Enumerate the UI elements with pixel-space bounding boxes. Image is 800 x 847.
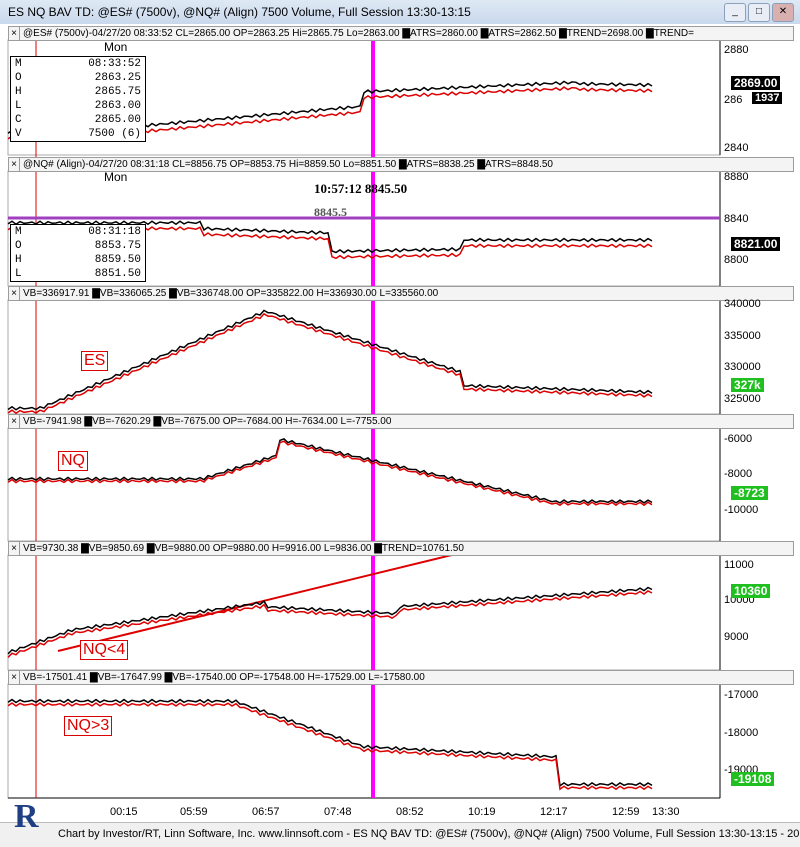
x-axis-label: 10:19 <box>468 806 496 818</box>
axis-label: -18000 <box>724 727 759 739</box>
x-axis-label: 06:57 <box>252 806 280 818</box>
axis-label: -6000 <box>724 433 753 445</box>
last-value-box: -8723 <box>731 486 768 500</box>
axis-label: 11000 <box>724 559 754 571</box>
axis-label: 2840 <box>724 142 749 154</box>
x-axis-label: 12:59 <box>612 806 640 818</box>
pane-frame <box>7 427 721 542</box>
pane-header-text: VB=-7941.98 ▇VB=-7620.29 ▇VB=-7675.00 OP… <box>23 416 392 427</box>
x-axis-label: 08:52 <box>396 806 424 818</box>
axis-label: 340000 <box>724 298 761 310</box>
crosshair-readout: 10:57:12 8845.50 <box>314 181 408 196</box>
last-price-box: 8821.00 <box>731 237 781 251</box>
nq-gt3-label: NQ>3 <box>64 716 113 736</box>
es-label: ES <box>81 351 109 371</box>
pane-header-vb4[interactable]: × VB=-17501.41 ▇VB=-17647.99 ▇VB=-17540.0… <box>8 670 794 685</box>
day-label: Mon <box>104 40 128 54</box>
pane-header-text: VB=-17501.41 ▇VB=-17647.99 ▇VB=-17540.00… <box>23 672 425 683</box>
axis-label: 8800 <box>724 254 749 266</box>
nq-label: NQ <box>58 451 88 471</box>
status-bar: Chart by Investor/RT, Linn Software, Inc… <box>0 822 800 847</box>
x-axis-label: 12:17 <box>540 806 568 818</box>
last-price-box: 2869.00 <box>731 76 781 90</box>
nq-lt4-label: NQ<4 <box>80 640 129 660</box>
axis-label: 9000 <box>724 631 749 643</box>
pane-header-text: @ES# (7500v)-04/27/20 08:33:52 CL=2865.0… <box>23 28 694 39</box>
close-pane-icon[interactable]: × <box>9 27 20 40</box>
vb1-line <box>7 309 653 411</box>
pane-frame <box>7 299 721 415</box>
axis-label: 335000 <box>724 330 761 342</box>
axis-label: -17000 <box>724 689 759 701</box>
vb4-line <box>7 698 653 788</box>
volume-box: 1937 <box>752 92 783 104</box>
close-pane-icon[interactable]: × <box>9 287 20 300</box>
pane-header-es[interactable]: × @ES# (7500v)-04/27/20 08:33:52 CL=2865.… <box>8 26 794 41</box>
x-axis-label: 00:15 <box>110 806 138 818</box>
axis-label: 8840 <box>724 213 749 225</box>
close-pane-icon[interactable]: × <box>9 671 20 684</box>
axis-label: -10000 <box>724 504 759 516</box>
x-axis-label: 07:48 <box>324 806 352 818</box>
vb4-trail <box>7 702 653 791</box>
day-label: Mon <box>104 170 128 184</box>
es-ohlc-box: M 08:33:52 O 2863.25 H 2865.75 L 2863.00 C 28… <box>10 56 146 142</box>
axis-label: 325000 <box>724 393 761 405</box>
close-button[interactable]: ✕ <box>772 3 794 22</box>
crosshair-value-ghost: 8845.5 <box>314 205 347 219</box>
axis-label: 8880 <box>724 171 749 183</box>
vb1-trail <box>7 312 653 415</box>
vb3-trail <box>7 590 653 658</box>
window-title: ES NQ BAV TD: @ES# (7500v), @NQ# (Align)… <box>8 5 471 19</box>
pane-header-nq[interactable]: × @NQ# (Align)-04/27/20 08:31:18 CL=8856.… <box>8 157 794 172</box>
axis-label: 2880 <box>724 44 749 56</box>
investor-rt-logo: R <box>14 798 39 835</box>
maximize-button[interactable]: □ <box>748 3 770 22</box>
nq-price-line <box>7 220 653 254</box>
pane-header-vb2[interactable]: × VB=-7941.98 ▇VB=-7620.29 ▇VB=-7675.00 O… <box>8 414 794 429</box>
close-pane-icon[interactable]: × <box>9 158 20 171</box>
vb3-line <box>7 586 653 655</box>
last-value-box: 10360 <box>731 584 771 598</box>
x-axis-label: 13:30 <box>652 806 680 818</box>
window-titlebar: ES NQ BAV TD: @ES# (7500v), @NQ# (Align)… <box>0 0 800 25</box>
pane-header-text: @NQ# (Align)-04/27/20 08:31:18 CL=8856.7… <box>23 159 553 170</box>
x-axis-label: 05:59 <box>180 806 208 818</box>
pane-header-text: VB=336917.91 ▇VB=336065.25 ▇VB=336748.00… <box>23 288 439 299</box>
axis-label: 286 <box>724 94 743 106</box>
vb2-line <box>7 438 653 504</box>
last-value-box: -19108 <box>731 772 775 786</box>
pane-header-text: VB=9730.38 ▇VB=9850.69 ▇VB=9880.00 OP=98… <box>23 543 464 554</box>
axis-label: -8000 <box>724 468 753 480</box>
pane-header-vb1[interactable]: × VB=336917.91 ▇VB=336065.25 ▇VB=336748.0… <box>8 286 794 301</box>
close-pane-icon[interactable]: × <box>9 542 20 555</box>
trend-line <box>57 552 461 652</box>
close-pane-icon[interactable]: × <box>9 415 20 428</box>
axis-label: 330000 <box>724 361 761 373</box>
last-value-box: 327k <box>731 378 764 392</box>
status-text: Chart by Investor/RT, Linn Software, Inc… <box>58 828 800 840</box>
pane-header-vb3[interactable]: × VB=9730.38 ▇VB=9850.69 ▇VB=9880.00 OP=9… <box>8 541 794 556</box>
nq-ohlc-box: M 08:31:18 O 8853.75 H 8859.50 L 8851.50 <box>10 224 146 282</box>
minimize-button[interactable]: _ <box>724 3 746 22</box>
vb2-trail <box>7 440 653 507</box>
